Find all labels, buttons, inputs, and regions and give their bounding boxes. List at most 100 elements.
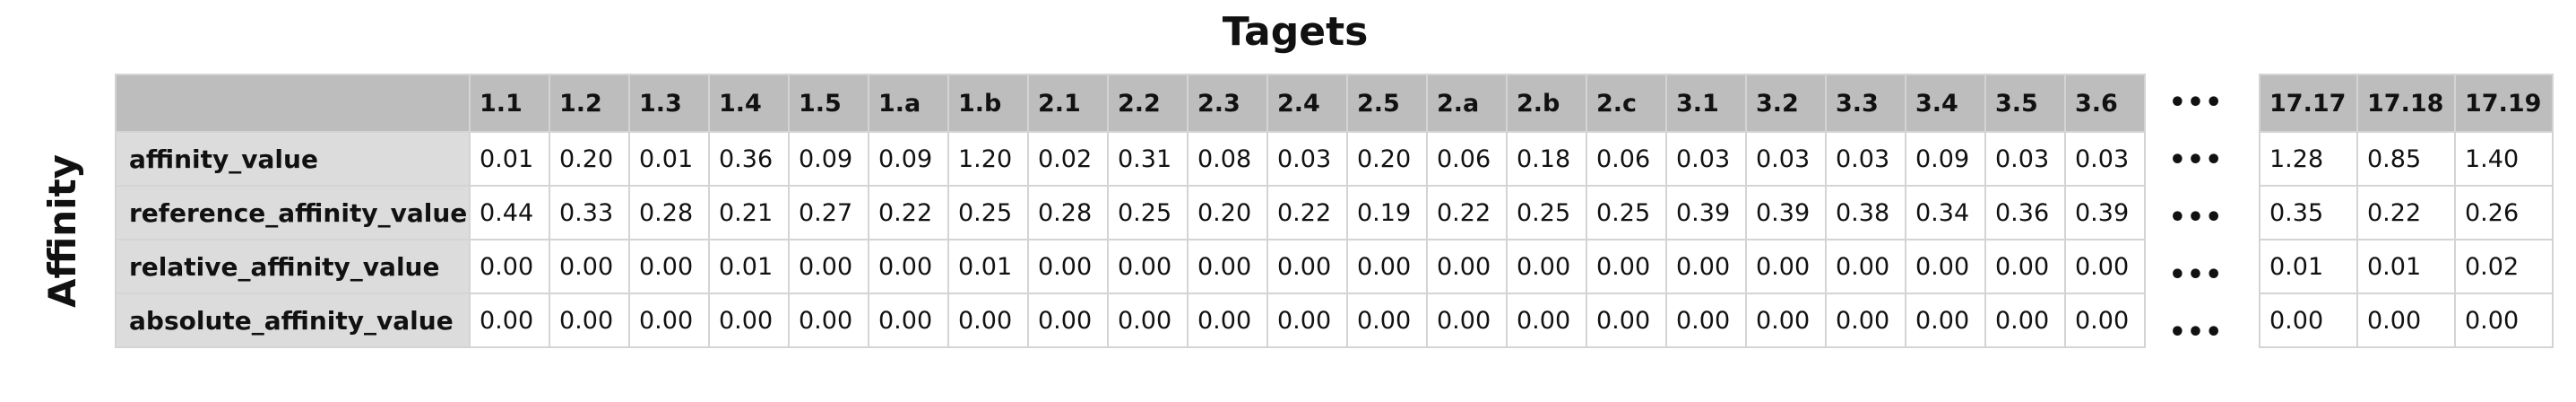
column-header: 2.4 (1267, 74, 1347, 132)
table-cell: 0.06 (1427, 132, 1507, 186)
table-cell: 0.00 (2357, 293, 2455, 347)
table-cell: 0.00 (1507, 293, 1586, 347)
column-header: 3.1 (1666, 74, 1746, 132)
table-cell: 0.00 (1985, 293, 2065, 347)
table-cell: 0.00 (1108, 293, 1188, 347)
table-cell: 0.26 (2455, 186, 2553, 240)
column-header: 17.17 (2260, 74, 2357, 132)
table-cell: 0.38 (1826, 186, 1906, 240)
table-cell: 0.36 (709, 132, 789, 186)
column-header: 2.c (1586, 74, 1666, 132)
table-cell: 0.08 (1188, 132, 1267, 186)
table-row: reference_affinity_value 0.44 0.33 0.28 0.21… (116, 186, 2145, 240)
table-cell: 0.00 (1746, 293, 1826, 347)
table-cell: 0.00 (549, 293, 629, 347)
table-cell: 0.33 (549, 186, 629, 240)
column-header: 2.5 (1347, 74, 1427, 132)
table-cell: 0.00 (1347, 240, 1427, 293)
table-cell: 0.00 (1906, 240, 1985, 293)
column-header: 2.b (1507, 74, 1586, 132)
table-cell: 0.22 (1267, 186, 1347, 240)
table-cell: 0.00 (789, 293, 869, 347)
table-cell: 0.06 (1586, 132, 1666, 186)
table-cell: 0.28 (629, 186, 709, 240)
table-cell: 0.00 (1427, 293, 1507, 347)
table-cell: 0.22 (869, 186, 948, 240)
header-row: 17.17 17.18 17.19 (2260, 74, 2553, 132)
column-ellipsis: ••• ••• ••• ••• ••• (2151, 74, 2241, 361)
table-cell: 0.00 (2260, 293, 2357, 347)
column-header: 3.6 (2065, 74, 2145, 132)
table-cell: 0.00 (2065, 240, 2145, 293)
table-row: relative_affinity_value 0.00 0.00 0.00 0.01 0… (116, 240, 2145, 293)
row-label: affinity_value (116, 132, 470, 186)
table-cell: 0.39 (2065, 186, 2145, 240)
table-cell: 0.03 (1985, 132, 2065, 186)
column-header: 2.a (1427, 74, 1507, 132)
table-cell: 0.20 (1347, 132, 1427, 186)
table-cell: 0.09 (1906, 132, 1985, 186)
table-cell: 0.01 (2357, 240, 2455, 293)
table-cell: 0.20 (1188, 186, 1267, 240)
column-header: 17.18 (2357, 74, 2455, 132)
table-cell: 0.00 (1666, 240, 1746, 293)
table-cell: 0.02 (1028, 132, 1108, 186)
table-cell: 0.03 (1666, 132, 1746, 186)
table-cell: 0.39 (1666, 186, 1746, 240)
column-header: 2.3 (1188, 74, 1267, 132)
table-cell: 0.21 (709, 186, 789, 240)
column-header: 1.a (869, 74, 948, 132)
table-row: 0.35 0.22 0.26 (2260, 186, 2553, 240)
table-cell: 0.01 (948, 240, 1028, 293)
column-header: 3.3 (1826, 74, 1906, 132)
ellipsis-marker: ••• (2151, 246, 2241, 303)
column-header: 1.1 (470, 74, 549, 132)
table-cell: 0.19 (1347, 186, 1427, 240)
table-cell: 0.00 (1108, 240, 1188, 293)
row-label: reference_affinity_value (116, 186, 470, 240)
table-cell: 0.22 (2357, 186, 2455, 240)
table-cell: 0.03 (1267, 132, 1347, 186)
column-header: 2.2 (1108, 74, 1188, 132)
table-cell: 0.00 (1826, 293, 1906, 347)
table-cell: 0.18 (1507, 132, 1586, 186)
side-axis-label: Affinity (9, 127, 117, 334)
table-cell: 0.00 (470, 240, 549, 293)
table-cell: 0.00 (629, 293, 709, 347)
table-cell: 0.39 (1746, 186, 1826, 240)
table-cell: 0.00 (1507, 240, 1586, 293)
table-cell: 0.34 (1906, 186, 1985, 240)
ellipsis-marker: ••• (2151, 188, 2241, 246)
table-cell: 0.00 (549, 240, 629, 293)
table-cell: 1.20 (948, 132, 1028, 186)
table-cell: 0.00 (1746, 240, 1826, 293)
column-header: 1.5 (789, 74, 869, 132)
table-cell: 0.31 (1108, 132, 1188, 186)
table-cell: 0.25 (948, 186, 1028, 240)
table-cell: 0.25 (1586, 186, 1666, 240)
column-header: 3.4 (1906, 74, 1985, 132)
table-cell: 0.00 (1188, 293, 1267, 347)
column-header: 3.2 (1746, 74, 1826, 132)
table-cell: 0.25 (1108, 186, 1188, 240)
row-label: absolute_affinity_value (116, 293, 470, 347)
table-cell: 0.00 (2065, 293, 2145, 347)
table-cell: 0.00 (709, 293, 789, 347)
table-cell: 0.03 (2065, 132, 2145, 186)
table-cell: 0.00 (948, 293, 1028, 347)
table-cell: 0.00 (789, 240, 869, 293)
table-cell: 0.00 (1427, 240, 1507, 293)
table-cell: 0.00 (1586, 293, 1666, 347)
side-axis-label-text: Affinity (41, 153, 85, 307)
ellipsis-marker: ••• (2151, 303, 2241, 361)
table-row: affinity_value 0.01 0.20 0.01 0.36 0.09 0.09 1.… (116, 132, 2145, 186)
table-cell: 0.00 (1028, 240, 1108, 293)
table-cell: 1.40 (2455, 132, 2553, 186)
table-cell: 0.01 (2260, 240, 2357, 293)
ellipsis-marker: ••• (2151, 131, 2241, 188)
table-cell: 0.00 (1267, 240, 1347, 293)
table-cell: 0.00 (1347, 293, 1427, 347)
table-cell: 0.00 (629, 240, 709, 293)
table-cell: 0.20 (549, 132, 629, 186)
table-cell: 0.00 (1267, 293, 1347, 347)
